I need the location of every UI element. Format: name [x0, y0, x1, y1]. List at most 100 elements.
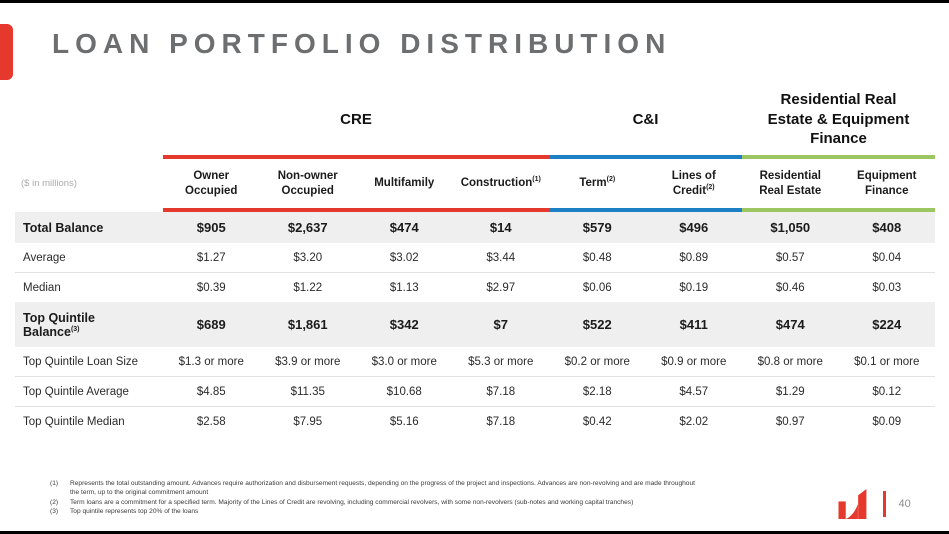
- c-i-underline: [549, 155, 742, 159]
- cell: $7.18: [486, 385, 516, 398]
- column-header-lines-of-credit: Lines of Credit(2): [671, 169, 716, 197]
- cell: $14: [489, 220, 512, 235]
- row-label: Median: [23, 281, 61, 294]
- cell: $0.42: [582, 415, 612, 428]
- cell: $224: [872, 317, 902, 332]
- row-label: Top Quintile Loan Size: [23, 355, 139, 368]
- cell: $579: [582, 220, 612, 235]
- footer-brand: 40: [836, 488, 911, 519]
- cell: $2,637: [287, 220, 328, 235]
- cell: $0.46: [775, 281, 805, 294]
- cell: $411: [679, 317, 708, 332]
- cell: $10.68: [386, 385, 422, 398]
- cell: $2.18: [582, 385, 612, 398]
- column-header-residential-real-estate: Residential Real Estate: [742, 166, 839, 202]
- column-header-label: Owner Occupied: [185, 169, 238, 197]
- cell: $2.97: [486, 281, 516, 294]
- cell: $0.06: [582, 281, 612, 294]
- cell: $342: [389, 317, 419, 332]
- cell: $3.02: [389, 251, 419, 264]
- column-group-label: Residential Real Estate & Equipment Fina…: [767, 90, 910, 148]
- column-group-residential-real-estate-equipment-finance: Residential Real Estate & Equipment Fina…: [742, 90, 935, 149]
- cell: $1.27: [196, 251, 226, 264]
- column-header-term: Term(2): [579, 176, 616, 190]
- cell: $4.85: [196, 385, 226, 398]
- column-group-row: CRE C&I Residential Real Estate & Equipmen…: [15, 84, 935, 155]
- footnote-item: (3) Top quintile represents top 20% of th…: [50, 507, 698, 516]
- cell: $2.58: [196, 415, 226, 428]
- table-row: Average $1.27 $3.20 $3.02 $3.44 $0.48 $0.89 $0.…: [15, 243, 935, 272]
- cell: $0.12: [872, 385, 902, 398]
- cell: $3.0 or more: [371, 355, 437, 368]
- cell: $2.02: [679, 415, 709, 428]
- slide-top-border: [0, 0, 949, 3]
- column-header-construction: Construction(1): [460, 176, 541, 190]
- row-label: Top Quintile Average: [23, 385, 129, 398]
- residential-real-estate-equipment-finance-underline: [742, 155, 935, 159]
- table-row: Top Quintile Average $4.85 $11.35 $10.68 $7.…: [15, 376, 935, 406]
- group-underline-bottom: [15, 208, 935, 212]
- brand-logo-icon: [838, 489, 867, 519]
- cell: $0.89: [679, 251, 709, 264]
- column-group-c-i: C&I: [549, 110, 742, 130]
- group-underline-top: [15, 155, 935, 159]
- cell: $0.03: [872, 281, 902, 294]
- column-header-label: Lines of Credit: [671, 169, 716, 197]
- cell: $0.97: [775, 415, 805, 428]
- bar-spacer: [15, 208, 163, 212]
- footnote-text: Represents the total outstanding amount.…: [70, 480, 695, 497]
- table-row: Top Quintile Median $2.58 $7.95 $5.16 $7.18 $…: [15, 406, 935, 436]
- cre-underline: [163, 208, 549, 212]
- cell: $7.95: [293, 415, 323, 428]
- cre-underline: [163, 155, 549, 159]
- cell: $5.16: [389, 415, 419, 428]
- cell: $689: [196, 317, 226, 332]
- column-header-multifamily: Multifamily: [356, 173, 453, 194]
- column-header-label: Equipment Finance: [857, 169, 917, 197]
- cell: $408: [872, 220, 902, 235]
- cell: $474: [389, 220, 419, 235]
- column-header-label: Multifamily: [374, 177, 435, 190]
- column-header-owner-occupied: Owner Occupied: [163, 166, 260, 202]
- table-row: Total Balance $905 $2,637 $474 $14 $579 $496 $1…: [15, 212, 935, 243]
- cell: $905: [196, 220, 226, 235]
- row-label: Top Quintile Median: [23, 415, 125, 428]
- cell: $0.09: [872, 415, 902, 428]
- slide-title: LOAN PORTFOLIO DISTRIBUTION: [52, 28, 672, 59]
- title-accent-bar: [0, 24, 13, 80]
- cell: $3.9 or more: [275, 355, 341, 368]
- cell: $1,861: [287, 317, 328, 332]
- cell: $5.3 or more: [468, 355, 534, 368]
- cell: $0.19: [679, 281, 709, 294]
- cell: $1.3 or more: [178, 355, 244, 368]
- cell: $1.22: [293, 281, 323, 294]
- table-row: Top Quintile Balance(3) $689 $1,861 $342 $7 $5…: [15, 302, 935, 347]
- column-header-label: Non-owner Occupied: [277, 169, 338, 197]
- table-row: Top Quintile Loan Size $1.3 or more $3.9 o…: [15, 347, 935, 376]
- table-body: Total Balance $905 $2,637 $474 $14 $579 $496 $1…: [15, 212, 935, 436]
- column-group-label: C&I: [632, 110, 659, 128]
- footnote-text: Term loans are a commitment for a specif…: [70, 498, 634, 506]
- footnote-number: (3): [50, 508, 59, 516]
- row-label: Average: [23, 251, 66, 264]
- footnote-text: Top quintile represents top 20% of the l…: [70, 508, 199, 516]
- cell: $0.57: [775, 251, 805, 264]
- column-header-label: Residential Real Estate: [759, 169, 822, 197]
- footer-divider: [883, 490, 886, 517]
- footnote-number: (1): [50, 480, 59, 487]
- column-group-label: CRE: [340, 110, 372, 128]
- units-note: ($ in millions): [21, 178, 77, 189]
- cell: $0.04: [872, 251, 902, 264]
- cell: $1.13: [389, 281, 419, 294]
- cell: $0.2 or more: [564, 355, 630, 368]
- column-header-label: Construction: [460, 177, 533, 190]
- row-label: Total Balance: [23, 220, 104, 235]
- column-header-label: Term: [579, 177, 607, 190]
- footnotes: (1) Represents the total outstanding amou…: [50, 479, 698, 516]
- cell: $3.44: [486, 251, 516, 264]
- column-header-equipment-finance: Equipment Finance: [839, 166, 936, 202]
- column-group-cre: CRE: [163, 110, 549, 130]
- cell: $7: [493, 317, 508, 332]
- cell: $522: [582, 317, 612, 332]
- cell: $0.48: [582, 251, 612, 264]
